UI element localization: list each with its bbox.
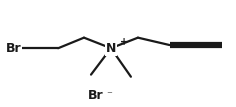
Text: N: N	[106, 42, 116, 55]
Text: ⁻: ⁻	[106, 91, 112, 101]
Text: +: +	[120, 37, 128, 47]
Text: Br: Br	[88, 89, 104, 102]
Text: Br: Br	[6, 42, 21, 55]
